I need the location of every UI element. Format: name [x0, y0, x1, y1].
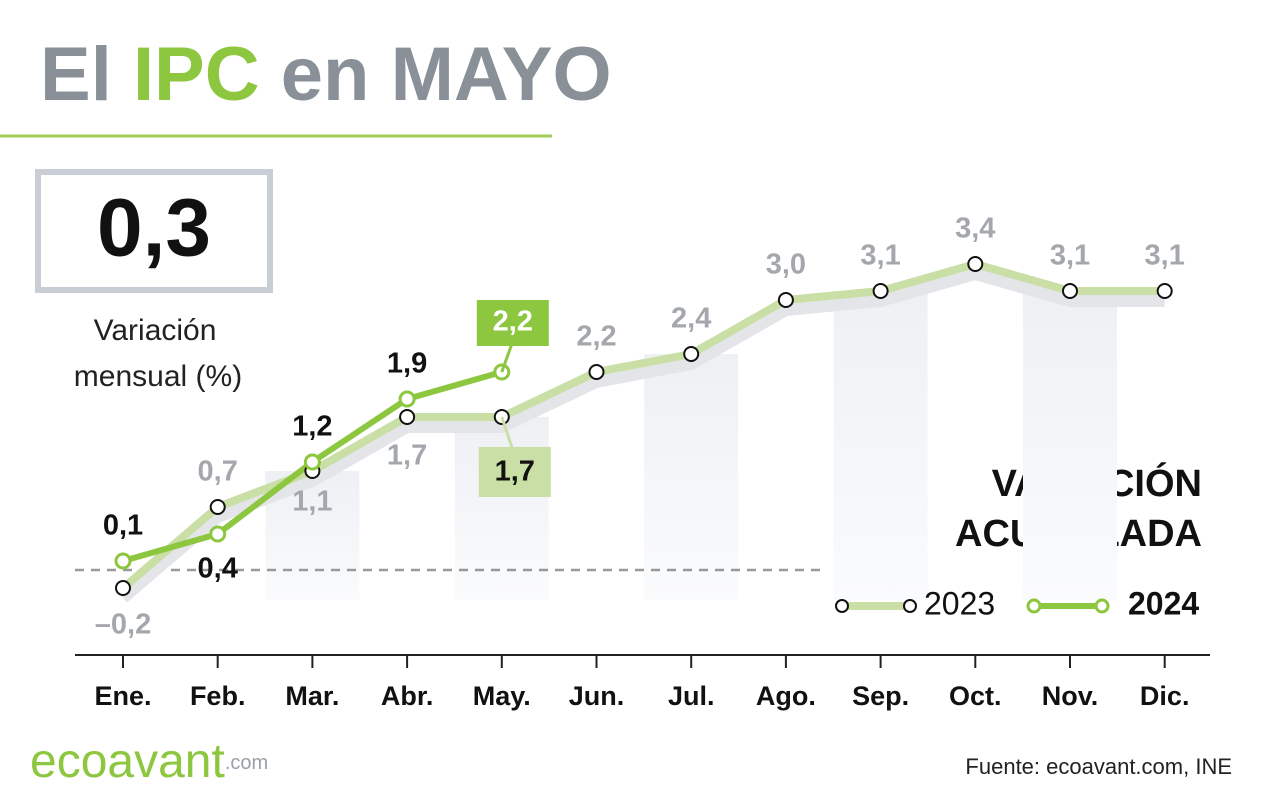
- x-tick-label: Jun.: [569, 681, 625, 711]
- legend-marker: [1026, 598, 1042, 614]
- marker-2024: [114, 552, 132, 570]
- marker-2023: [588, 364, 605, 380]
- monthly-caption: Variación: [94, 314, 217, 347]
- data-label: 0,7: [198, 456, 238, 488]
- data-label: 1,7: [495, 456, 535, 488]
- marker-2023: [399, 409, 416, 425]
- marker-2024: [209, 525, 227, 543]
- legend-marker: [903, 599, 917, 613]
- data-label: 0,1: [103, 510, 143, 542]
- marker-2024: [398, 390, 416, 408]
- marker-2023: [872, 283, 889, 299]
- x-tick-label: Sep.: [852, 681, 909, 711]
- marker-2023: [1062, 283, 1078, 299]
- x-tick-label: Mar.: [285, 681, 339, 711]
- column-shade: [1023, 291, 1117, 600]
- marker-2024: [303, 453, 321, 471]
- data-label: 1,1: [292, 486, 332, 518]
- label-box: [476, 300, 549, 346]
- x-tick-label: May.: [473, 681, 531, 711]
- x-tick-label: Abr.: [381, 681, 434, 711]
- x-tick-label: Ene.: [94, 681, 151, 711]
- callout: [500, 416, 514, 448]
- marker-2023: [967, 256, 984, 272]
- marker-2023: [115, 580, 131, 596]
- data-label: 2,2: [493, 306, 533, 338]
- title-part: IPC: [133, 32, 260, 117]
- line-shadow: [119, 267, 1165, 603]
- data-label: 1,2: [292, 411, 332, 443]
- data-label: 3,0: [766, 249, 806, 281]
- data-label: 2,4: [671, 303, 711, 335]
- source: Fuente: ecoavant.com, INE: [965, 754, 1232, 779]
- monthly-box: [35, 169, 273, 293]
- callout: [500, 343, 514, 373]
- data-label: 0,4: [198, 553, 238, 585]
- data-label: 1,9: [387, 348, 427, 380]
- column-shade: [644, 354, 739, 600]
- x-tick-label: Jul.: [668, 681, 715, 711]
- data-label: 2,2: [576, 321, 616, 353]
- data-label: 1,7: [387, 440, 427, 472]
- x-tick-label: Oct.: [949, 681, 1002, 711]
- title-part: en MAYO: [281, 32, 612, 117]
- data-label: 3,1: [1145, 240, 1185, 272]
- data-label: 3,1: [860, 240, 900, 272]
- legend-label: 2023: [924, 585, 995, 621]
- legend-label: 2024: [1128, 585, 1199, 621]
- x-tick-label: Feb.: [190, 681, 246, 711]
- monthly-caption: mensual (%): [74, 360, 242, 393]
- marker-2023: [777, 292, 794, 308]
- label-box: [478, 447, 551, 497]
- logo-text: ecoavant: [30, 735, 225, 788]
- x-tick-label: Nov.: [1042, 681, 1099, 711]
- legend-marker: [1094, 598, 1110, 614]
- x-tick-label: Dic.: [1140, 681, 1190, 711]
- data-label: 3,1: [1050, 240, 1090, 272]
- marker-2023: [1156, 283, 1173, 299]
- legend-marker: [835, 599, 849, 613]
- column-shade: [454, 417, 549, 600]
- monthly-value: 0,3: [97, 183, 211, 274]
- page-title: El IPC en MAYO: [40, 32, 612, 117]
- x-tick-label: Ago.: [756, 681, 816, 711]
- data-label: 3,4: [955, 213, 995, 245]
- title-part: El: [40, 32, 112, 117]
- logo: ecoavant.com: [30, 735, 268, 788]
- logo-text: .com: [225, 752, 268, 774]
- column-shade: [833, 291, 928, 600]
- marker-2023: [209, 499, 226, 515]
- marker-2023: [683, 346, 700, 362]
- data-label: –0,2: [95, 609, 151, 641]
